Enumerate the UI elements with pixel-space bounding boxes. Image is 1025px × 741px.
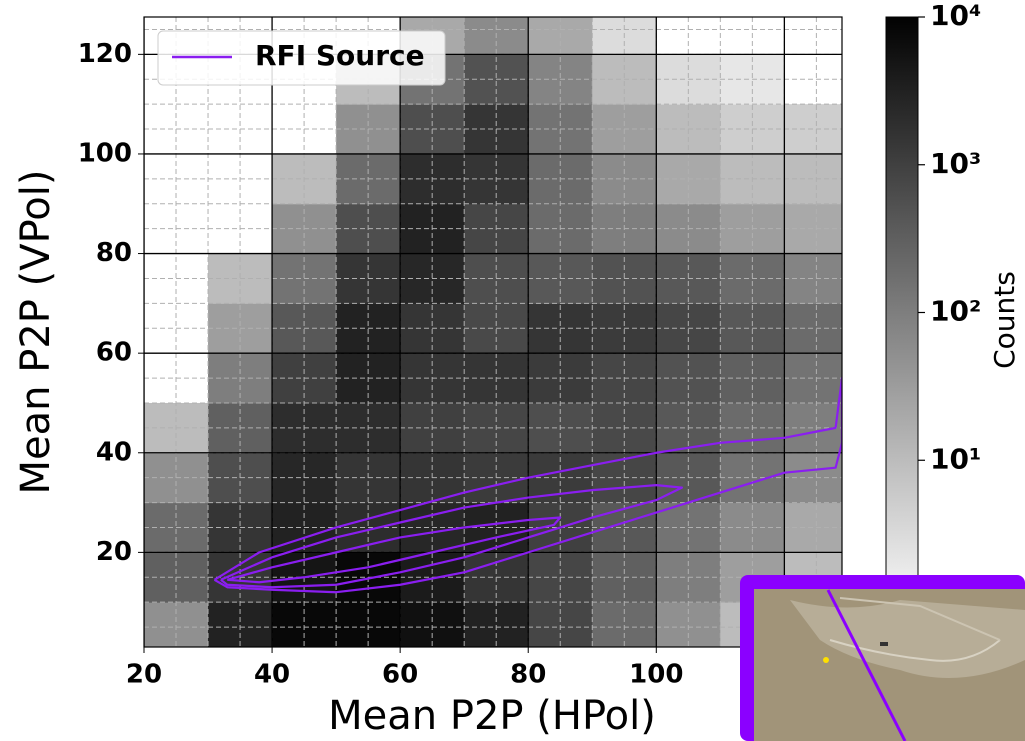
inset-road xyxy=(839,597,1001,641)
legend-box xyxy=(157,30,446,86)
inset-building xyxy=(880,642,888,646)
colorbar xyxy=(885,16,919,609)
inset-marker xyxy=(823,657,829,663)
colorbar-axis: 10¹ 10² 10³ 10⁴ xyxy=(918,0,981,475)
x-tick-label: 80 xyxy=(510,660,546,690)
x-axis-label: Mean P2P (HPol) xyxy=(328,693,656,739)
plot-frame xyxy=(143,16,843,648)
colorbar-tick-label: 10³ xyxy=(930,147,981,180)
contours xyxy=(213,376,842,594)
contour-line xyxy=(226,516,562,584)
y-tick-label: 120 xyxy=(78,39,132,69)
y-axis-label: Mean P2P (VPol) xyxy=(13,170,59,495)
inset-image xyxy=(740,575,1025,741)
y-tick-label: 60 xyxy=(96,338,132,368)
colorbar-label: Counts xyxy=(988,271,1021,369)
colorbar-tick-label: 10¹ xyxy=(930,442,981,475)
x-tick-label: 100 xyxy=(629,660,683,690)
legend-label: RFI Source xyxy=(255,39,425,72)
colorbar-tick-label: 10² xyxy=(930,295,981,328)
contour-line xyxy=(220,484,684,589)
inset-direction xyxy=(826,589,907,741)
colorbar-tick-label: 10⁴ xyxy=(930,0,981,32)
y-tick-label: 20 xyxy=(96,537,132,567)
contour-line xyxy=(213,376,842,594)
y-tick-label: 100 xyxy=(78,138,132,168)
legend: RFI Source xyxy=(157,30,446,86)
x-tick-label: 60 xyxy=(382,660,418,690)
x-tick-label: 20 xyxy=(126,660,162,690)
y-tick-label: 80 xyxy=(96,238,132,268)
x-tick-label: 40 xyxy=(254,660,290,690)
y-tick-label: 40 xyxy=(96,437,132,467)
